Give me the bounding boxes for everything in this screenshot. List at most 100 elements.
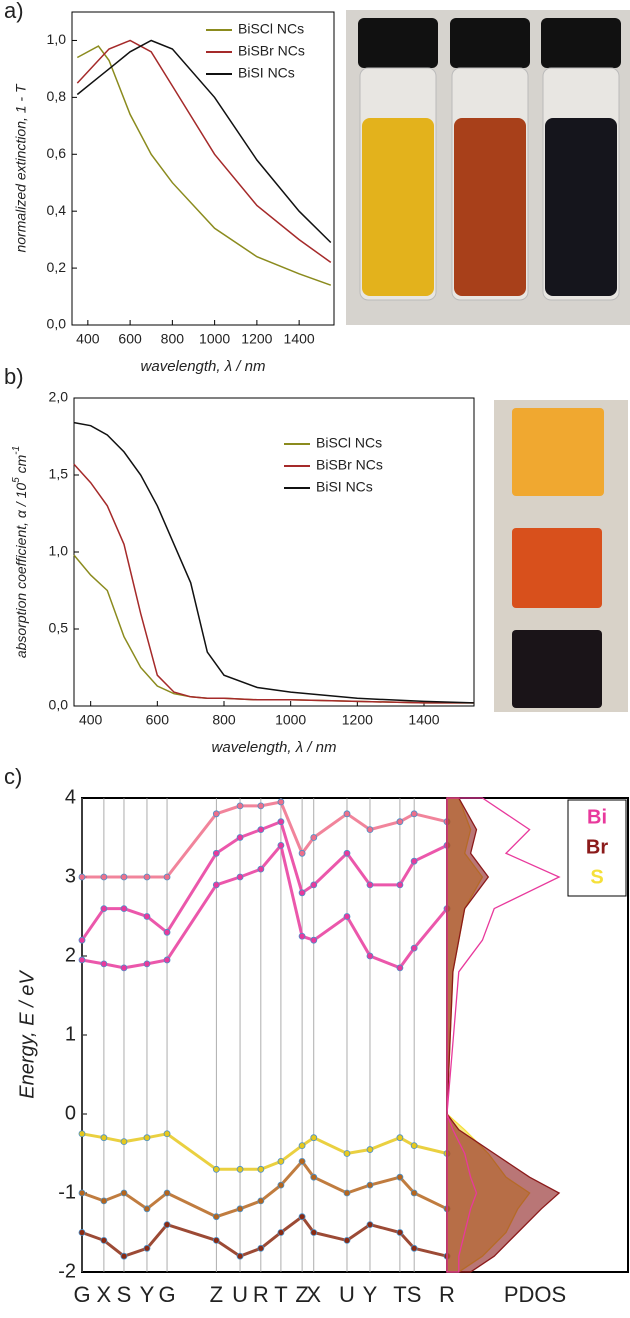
band-point: [236, 1165, 244, 1173]
band-point: [120, 1138, 128, 1146]
band-point: [410, 1244, 418, 1252]
band-point: [410, 1142, 418, 1149]
band-point: [143, 873, 151, 881]
band-point: [298, 1213, 306, 1221]
y-tick-label: 4: [65, 786, 76, 808]
band-point: [143, 913, 151, 920]
band-point: [366, 952, 374, 960]
y-axis-label-part: -1: [11, 446, 22, 455]
band-line: [81, 1132, 448, 1171]
x-tick-label: 1200: [241, 331, 272, 347]
band-point: [236, 1252, 244, 1260]
y-axis-label: absorption coefficient, α / 105 cm-1: [11, 446, 29, 658]
band-point: [298, 932, 306, 940]
k-point-label: R: [439, 1282, 455, 1307]
band-point: [277, 1181, 285, 1189]
y-tick-label: -1: [58, 1181, 76, 1203]
band-line: [81, 1159, 448, 1219]
y-axis-label-part: 5: [11, 477, 22, 483]
band-point: [100, 960, 108, 968]
band-point: [100, 1134, 108, 1142]
plot-frame: [71, 11, 335, 326]
y-tick-label: 0,0: [49, 697, 69, 713]
band-point: [212, 881, 220, 889]
y-tick-label: 0,4: [47, 202, 67, 218]
x-axis-label: wavelength, λ / nm: [141, 358, 266, 375]
band-point: [310, 1173, 318, 1181]
band-point: [78, 873, 86, 881]
band-point: [343, 810, 351, 818]
x-tick-label: 1200: [342, 712, 373, 728]
band-point: [120, 964, 128, 972]
panel-label: a): [4, 0, 24, 23]
y-tick-label: 0: [65, 1102, 76, 1124]
band-point: [100, 1237, 108, 1244]
k-point-label: X: [306, 1282, 321, 1307]
y-axis-label: Energy, E / eV: [16, 970, 38, 1099]
y-tick-label: 1,0: [47, 31, 67, 47]
band-point: [366, 1221, 374, 1228]
series-line: [73, 421, 475, 704]
k-point-label: R: [253, 1282, 269, 1307]
band-point: [298, 1158, 306, 1165]
panel-label: b): [4, 364, 24, 389]
band-point: [120, 905, 128, 912]
legend-label: BiSBr NCs: [238, 43, 305, 59]
band-point: [236, 873, 244, 881]
x-tick-label: 1400: [284, 331, 315, 347]
band-point: [366, 881, 374, 889]
band-point: [343, 1189, 351, 1197]
x-tick-label: 600: [118, 331, 142, 347]
band-point: [78, 956, 86, 964]
band-point: [343, 849, 351, 857]
k-point-label: S: [407, 1282, 422, 1307]
x-tick-label: 400: [79, 712, 103, 728]
band-point: [212, 1237, 220, 1244]
band-point: [120, 873, 128, 881]
band-point: [78, 1229, 86, 1236]
series-line: [76, 45, 332, 286]
band-point: [366, 1181, 374, 1189]
band-point: [78, 936, 86, 944]
y-tick-label: 0,2: [47, 259, 67, 275]
k-point-label: X: [97, 1282, 112, 1307]
band-point: [163, 1130, 171, 1138]
k-point-label: Y: [140, 1282, 155, 1307]
band-point: [212, 1165, 220, 1173]
band-point: [396, 881, 404, 889]
y-tick-label: 1: [65, 1023, 76, 1045]
band-point: [396, 964, 404, 972]
band-point: [396, 1134, 404, 1142]
x-tick-label: 800: [212, 712, 236, 728]
y-tick-label: 2,0: [49, 389, 69, 405]
series-line: [76, 39, 332, 244]
k-point-label: U: [232, 1282, 248, 1307]
band-line: [82, 800, 448, 879]
band-point: [410, 857, 418, 865]
band-point: [100, 1197, 108, 1205]
band-point: [396, 1173, 404, 1181]
series-line: [73, 554, 474, 704]
x-tick-label: 1000: [275, 712, 306, 728]
pdos-legend-label: S: [590, 866, 603, 888]
y-axis-label-part: absorption coefficient, α / 10: [13, 483, 29, 659]
band-point: [257, 1165, 265, 1173]
k-point-label: G: [73, 1282, 90, 1307]
band-point: [298, 1142, 306, 1149]
band-point: [298, 849, 306, 857]
band-point: [143, 1205, 151, 1213]
band-point: [143, 960, 151, 968]
band-point: [163, 1189, 171, 1197]
x-axis-label: wavelength, λ / nm: [212, 739, 337, 756]
legend-label: BiSCl NCs: [238, 21, 304, 37]
band-point: [236, 1205, 244, 1213]
band-point: [236, 834, 244, 841]
band-point: [366, 1146, 374, 1153]
y-tick-label: 1,0: [49, 543, 69, 559]
band-point: [163, 928, 171, 936]
band-point: [163, 1221, 171, 1228]
band-point: [100, 905, 108, 912]
x-tick-label: 800: [161, 331, 185, 347]
